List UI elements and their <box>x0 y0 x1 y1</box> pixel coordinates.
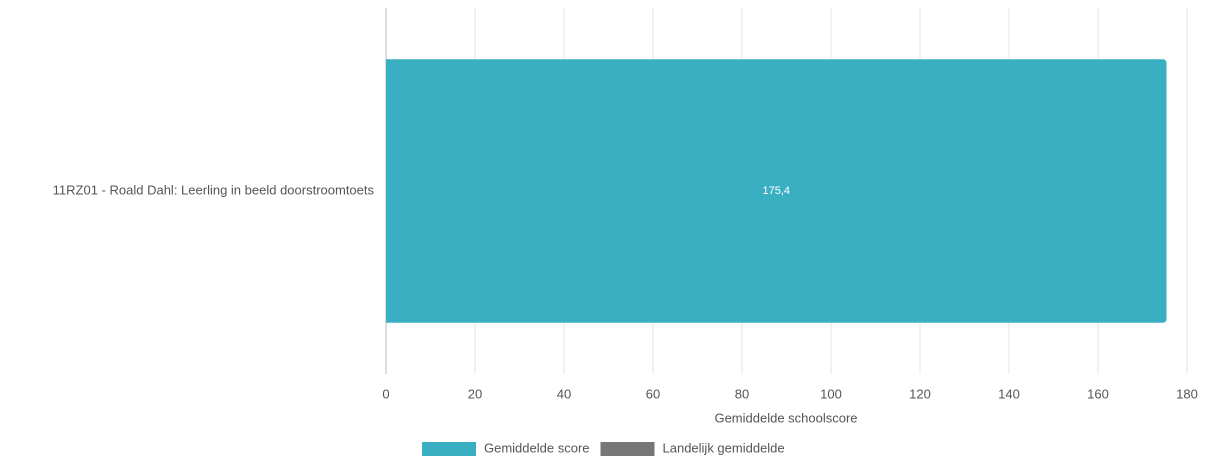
bar <box>386 59 1167 323</box>
x-tick-label: 40 <box>557 386 571 401</box>
data-label: 175,4 <box>762 185 790 197</box>
x-tick-label: 100 <box>820 386 842 401</box>
x-tick-label: 60 <box>646 386 660 401</box>
x-tick-label: 160 <box>1087 386 1109 401</box>
x-tick-label: 180 <box>1176 386 1198 401</box>
x-tick-label: 80 <box>735 386 749 401</box>
y-tick-label: 11RZ01 - Roald Dahl: Leerling in beeld d… <box>53 182 375 197</box>
x-tick-label: 120 <box>909 386 931 401</box>
legend-swatch <box>422 442 476 456</box>
legend-label: Landelijk gemiddelde <box>663 440 785 455</box>
legend-label: Gemiddelde score <box>484 440 590 455</box>
x-axis-title: Gemiddelde schoolscore <box>714 410 857 425</box>
x-tick-label: 140 <box>998 386 1020 401</box>
x-tick-label: 0 <box>382 386 389 401</box>
legend-swatch <box>600 442 655 456</box>
x-tick-label: 20 <box>468 386 482 401</box>
